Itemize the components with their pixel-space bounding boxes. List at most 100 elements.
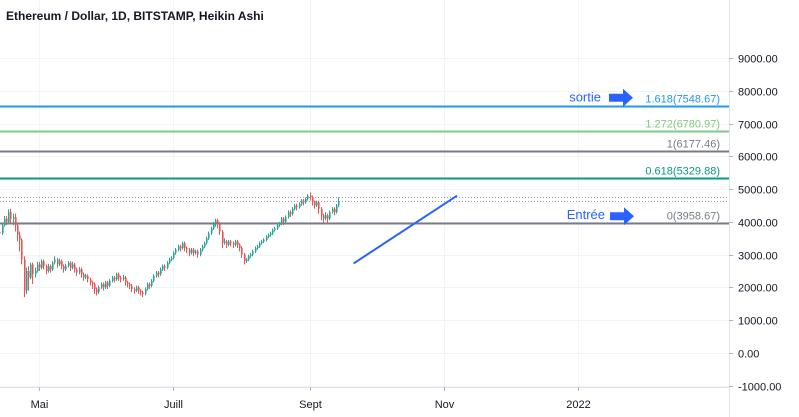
candle-body[interactable] [294, 205, 296, 209]
candle-body[interactable] [257, 246, 259, 249]
candle-body[interactable] [68, 262, 70, 267]
candle-body[interactable] [164, 266, 166, 268]
candle-body[interactable] [178, 246, 180, 250]
candle-body[interactable] [305, 198, 307, 203]
candle-body[interactable] [138, 287, 140, 291]
arrow-right-icon[interactable] [610, 207, 634, 226]
candle-body[interactable] [129, 284, 131, 286]
candle-body[interactable] [70, 262, 72, 268]
candle-body[interactable] [32, 264, 34, 275]
candle-body[interactable] [149, 284, 151, 286]
candle-body[interactable] [290, 212, 292, 214]
candle-body[interactable] [134, 288, 136, 291]
candle-body[interactable] [213, 223, 215, 229]
candle-body[interactable] [200, 249, 202, 255]
annotations[interactable]: sortie Entrée [567, 88, 634, 226]
candle-body[interactable] [296, 205, 298, 208]
candle-body[interactable] [52, 262, 54, 270]
candle-body[interactable] [153, 275, 155, 281]
candle-body[interactable] [127, 282, 129, 285]
candle-body[interactable] [109, 280, 111, 286]
candle-body[interactable] [180, 246, 182, 249]
candle-body[interactable] [263, 239, 265, 242]
candle-body[interactable] [217, 220, 219, 224]
candle-body[interactable] [158, 272, 160, 275]
candle-body[interactable] [65, 266, 67, 270]
candles[interactable] [0, 192, 340, 298]
candle-body[interactable] [105, 282, 107, 288]
candle-body[interactable] [259, 243, 261, 247]
candle-body[interactable] [318, 202, 320, 209]
candle-body[interactable] [228, 241, 230, 245]
candle-body[interactable] [54, 259, 56, 263]
candle-body[interactable] [235, 241, 237, 245]
candle-body[interactable] [239, 244, 241, 249]
candle-body[interactable] [219, 223, 221, 232]
candle-body[interactable] [268, 234, 270, 237]
time-axis[interactable]: Mai Juill Sept Nov 2022 [31, 387, 591, 411]
candle-body[interactable] [101, 284, 103, 288]
fibonacci-levels[interactable]: 1.618(7548.67) 1.272(6780.97) 1(6177.46) 0.… [0, 94, 729, 225]
candle-body[interactable] [41, 261, 43, 268]
price-axis[interactable]: 9000.00 8000.00 7000.00 6000.00 5000.00 4000.… [729, 54, 781, 394]
candle-body[interactable] [237, 241, 239, 245]
candle-body[interactable] [43, 261, 45, 267]
candle-body[interactable] [107, 282, 109, 286]
candle-body[interactable] [81, 269, 83, 275]
candle-body[interactable] [98, 287, 100, 293]
candle-body[interactable] [13, 216, 15, 219]
candle-body[interactable] [162, 266, 164, 270]
candle-body[interactable] [17, 225, 19, 235]
candle-body[interactable] [112, 277, 114, 281]
candle-body[interactable] [8, 212, 10, 222]
candle-body[interactable] [10, 212, 12, 219]
candle-body[interactable] [310, 195, 312, 198]
candle-body[interactable] [338, 202, 340, 206]
candle-body[interactable] [173, 252, 175, 258]
candle-body[interactable] [94, 284, 96, 289]
candle-body[interactable] [145, 288, 147, 294]
candle-body[interactable] [87, 275, 89, 280]
candle-body[interactable] [321, 208, 323, 216]
candle-body[interactable] [123, 277, 125, 280]
candle-body[interactable] [74, 264, 76, 270]
candle-body[interactable] [140, 290, 142, 293]
candle-body[interactable] [125, 277, 127, 283]
candle-body[interactable] [19, 234, 21, 240]
candle-body[interactable] [35, 270, 37, 275]
candle-body[interactable] [26, 270, 28, 291]
candle-body[interactable] [277, 225, 279, 229]
candle-body[interactable] [96, 288, 98, 293]
candle-body[interactable] [193, 249, 195, 253]
candle-body[interactable] [182, 243, 184, 249]
candle-body[interactable] [167, 262, 169, 268]
candle-body[interactable] [255, 248, 257, 252]
candle-body[interactable] [250, 254, 252, 257]
candle-body[interactable] [39, 264, 41, 268]
candle-body[interactable] [215, 220, 217, 224]
candle-body[interactable] [336, 205, 338, 213]
candle-body[interactable] [241, 248, 243, 255]
candle-body[interactable] [327, 215, 329, 219]
candle-body[interactable] [202, 246, 204, 250]
candle-body[interactable] [160, 269, 162, 275]
candle-body[interactable] [147, 284, 149, 289]
candle-body[interactable] [0, 231, 1, 234]
candle-body[interactable] [314, 202, 316, 206]
candle-body[interactable] [230, 241, 232, 244]
candle-body[interactable] [270, 233, 272, 235]
candle-body[interactable] [195, 251, 197, 253]
candle-body[interactable] [28, 270, 30, 278]
candle-body[interactable] [171, 257, 173, 260]
candle-body[interactable] [307, 195, 309, 199]
candle-body[interactable] [204, 243, 206, 247]
candle-body[interactable] [279, 223, 281, 226]
candle-body[interactable] [72, 264, 74, 268]
candle-body[interactable] [156, 272, 158, 276]
candle-body[interactable] [46, 266, 48, 271]
candle-body[interactable] [85, 275, 87, 278]
candle-body[interactable] [90, 279, 92, 283]
candle-body[interactable] [48, 266, 50, 271]
